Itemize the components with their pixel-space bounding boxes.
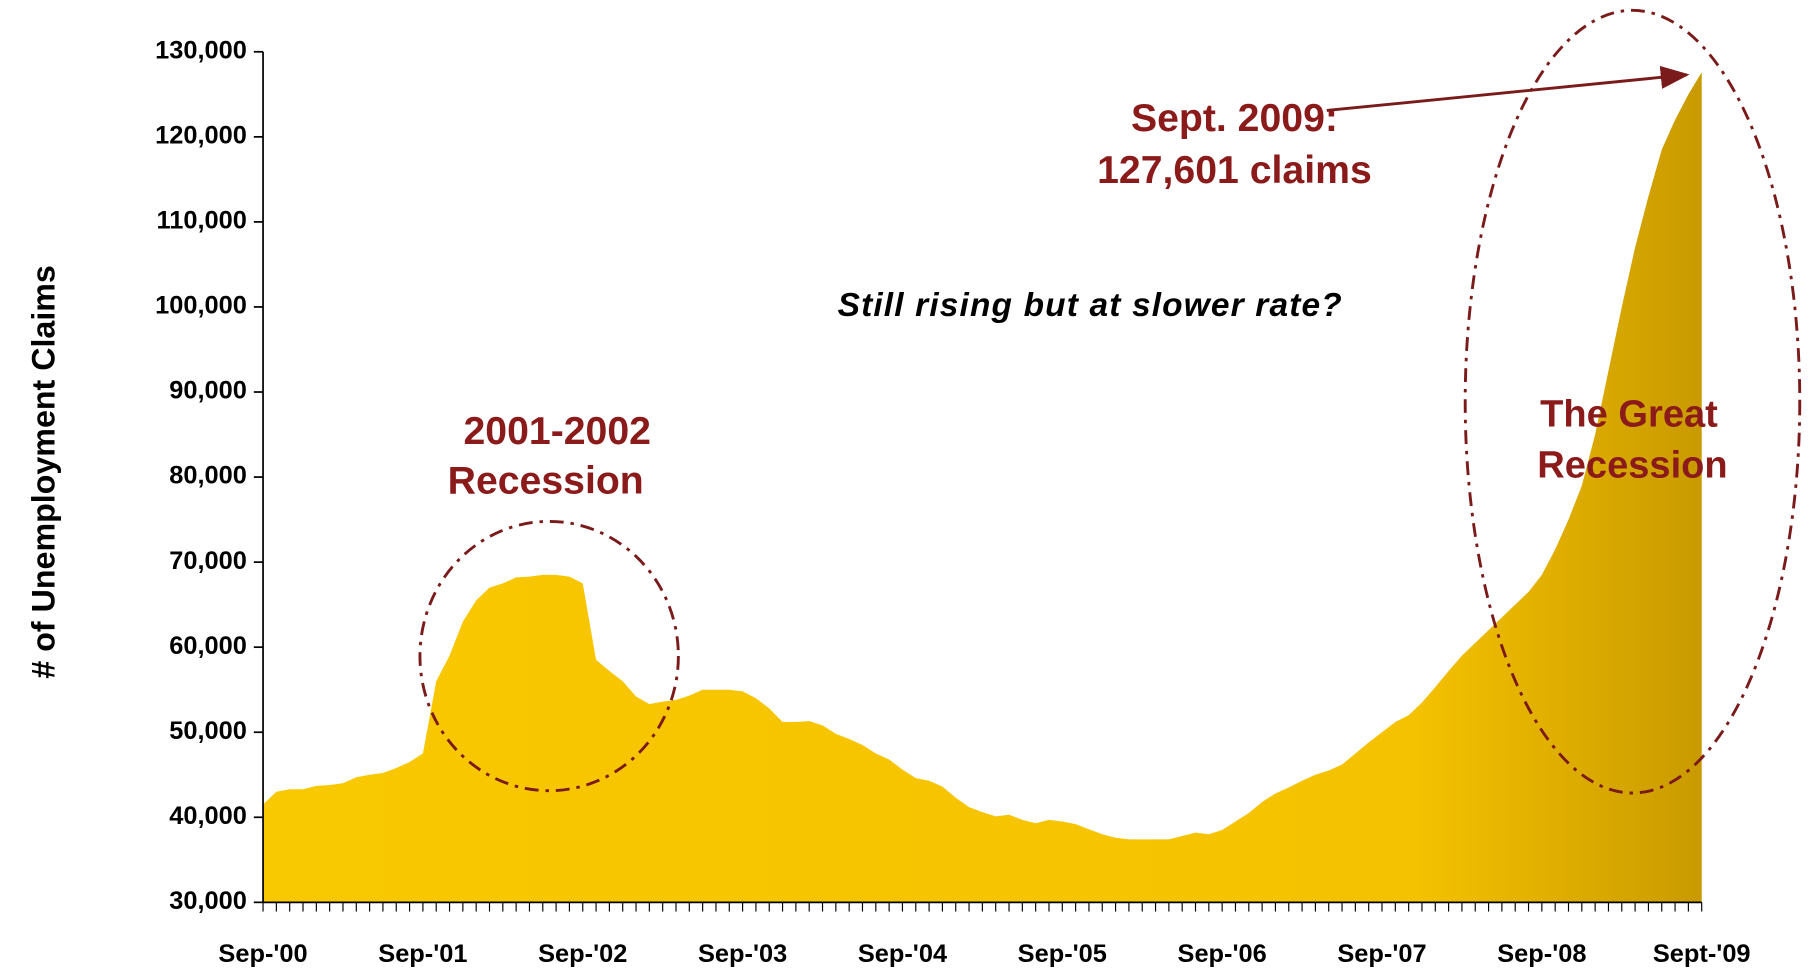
y-tick-label: 130,000: [155, 37, 247, 65]
x-tick-label: Sep-'00: [218, 940, 307, 968]
annotation: Still rising but at slower rate?: [838, 287, 1343, 324]
y-tick-label: 120,000: [155, 122, 247, 150]
area: [263, 72, 1702, 903]
y-tick-label: 110,000: [157, 207, 247, 235]
annotation: 127,601 claims: [1097, 149, 1372, 192]
y-tick-label: 40,000: [169, 802, 247, 830]
x-tick-label: Sept-'09: [1653, 940, 1751, 968]
x-tick-label: Sep-'03: [698, 940, 787, 968]
y-tick-label: 60,000: [169, 632, 247, 660]
y-axis-label: # of Unemployment Claims: [26, 265, 62, 678]
y-tick-label: 100,000: [155, 292, 247, 320]
annotation: Recession: [448, 460, 644, 503]
x-tick-label: Sep-'05: [1018, 940, 1107, 968]
y-tick-label: 70,000: [169, 547, 247, 575]
annotation: 2001-2002: [463, 410, 650, 453]
x-tick-label: Sep-'08: [1497, 940, 1586, 968]
annotation: The Great: [1540, 394, 1718, 436]
x-tick-label: Sep-'01: [378, 940, 467, 968]
x-tick-label: Sep-'04: [858, 940, 947, 968]
recession-circle: [418, 519, 680, 793]
recession-circle: [1463, 8, 1802, 795]
y-tick-label: 80,000: [169, 462, 247, 490]
y-tick-label: 30,000: [169, 887, 247, 915]
annotation: Sept. 2009:: [1131, 97, 1338, 140]
y-tick-label: 50,000: [169, 717, 247, 745]
annotation: Recession: [1537, 444, 1727, 486]
x-tick-label: Sep-'06: [1178, 940, 1267, 968]
arrow: [1326, 65, 1690, 112]
y-tick-label: 90,000: [169, 377, 247, 405]
x-tick-label: Sep-'07: [1337, 940, 1426, 968]
x-tick-label: Sep-'02: [538, 940, 627, 968]
